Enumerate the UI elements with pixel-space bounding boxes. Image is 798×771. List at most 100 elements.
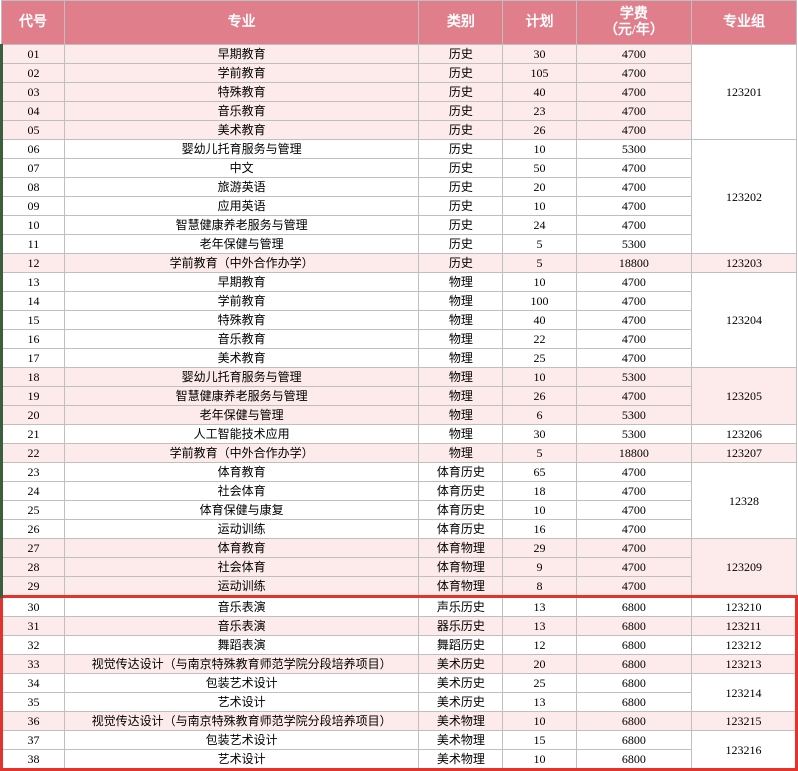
cell-major: 中文 bbox=[64, 159, 418, 178]
cell-category: 历史 bbox=[419, 45, 503, 64]
cell-fee: 6800 bbox=[576, 674, 691, 693]
cell-category: 历史 bbox=[419, 197, 503, 216]
cell-fee: 4700 bbox=[576, 273, 691, 292]
cell-fee: 6800 bbox=[576, 731, 691, 750]
cell-category: 历史 bbox=[419, 102, 503, 121]
cell-fee: 4700 bbox=[576, 64, 691, 83]
cell-category: 体育物理 bbox=[419, 577, 503, 597]
cell-fee: 4700 bbox=[576, 463, 691, 482]
cell-category: 历史 bbox=[419, 64, 503, 83]
cell-category: 物理 bbox=[419, 349, 503, 368]
table-row: 16音乐教育物理224700 bbox=[2, 330, 797, 349]
cell-code: 08 bbox=[2, 178, 65, 197]
cell-code: 23 bbox=[2, 463, 65, 482]
cell-major: 早期教育 bbox=[64, 45, 418, 64]
cell-plan: 25 bbox=[503, 349, 576, 368]
table-row: 02学前教育历史1054700 bbox=[2, 64, 797, 83]
table-row: 10智慧健康养老服务与管理历史244700 bbox=[2, 216, 797, 235]
cell-major: 视觉传达设计（与南京特殊教育师范学院分段培养项目） bbox=[64, 712, 418, 731]
cell-category: 历史 bbox=[419, 159, 503, 178]
cell-plan: 40 bbox=[503, 311, 576, 330]
cell-fee: 6800 bbox=[576, 597, 691, 617]
cell-group: 123207 bbox=[692, 444, 797, 463]
table-row: 11老年保健与管理历史55300 bbox=[2, 235, 797, 254]
table-body: 01早期教育历史30470012320102学前教育历史105470003特殊教… bbox=[2, 45, 797, 770]
cell-major: 音乐教育 bbox=[64, 330, 418, 349]
header-category: 类别 bbox=[419, 1, 503, 45]
cell-category: 物理 bbox=[419, 292, 503, 311]
cell-code: 32 bbox=[2, 636, 65, 655]
cell-code: 33 bbox=[2, 655, 65, 674]
cell-group: 123211 bbox=[692, 617, 797, 636]
cell-fee: 4700 bbox=[576, 121, 691, 140]
cell-code: 16 bbox=[2, 330, 65, 349]
cell-plan: 5 bbox=[503, 444, 576, 463]
table-row: 25体育保健与康复体育历史104700 bbox=[2, 501, 797, 520]
table-row: 33视觉传达设计（与南京特殊教育师范学院分段培养项目）美术历史206800123… bbox=[2, 655, 797, 674]
cell-category: 体育历史 bbox=[419, 520, 503, 539]
cell-group: 123213 bbox=[692, 655, 797, 674]
table-row: 04音乐教育历史234700 bbox=[2, 102, 797, 121]
cell-major: 运动训练 bbox=[64, 520, 418, 539]
cell-category: 物理 bbox=[419, 368, 503, 387]
cell-category: 声乐历史 bbox=[419, 597, 503, 617]
cell-fee: 4700 bbox=[576, 482, 691, 501]
cell-category: 美术历史 bbox=[419, 693, 503, 712]
cell-major: 婴幼儿托育服务与管理 bbox=[64, 140, 418, 159]
table-row: 01早期教育历史304700123201 bbox=[2, 45, 797, 64]
table-row: 37包装艺术设计美术物理156800123216 bbox=[2, 731, 797, 750]
cell-group: 123209 bbox=[692, 539, 797, 597]
cell-fee: 4700 bbox=[576, 102, 691, 121]
cell-code: 34 bbox=[2, 674, 65, 693]
table-row: 14学前教育物理1004700 bbox=[2, 292, 797, 311]
cell-major: 包装艺术设计 bbox=[64, 731, 418, 750]
cell-plan: 30 bbox=[503, 45, 576, 64]
cell-major: 体育教育 bbox=[64, 463, 418, 482]
cell-category: 物理 bbox=[419, 311, 503, 330]
cell-category: 历史 bbox=[419, 140, 503, 159]
cell-fee: 18800 bbox=[576, 254, 691, 273]
cell-fee: 4700 bbox=[576, 178, 691, 197]
cell-fee: 5300 bbox=[576, 425, 691, 444]
cell-code: 21 bbox=[2, 425, 65, 444]
cell-major: 社会体育 bbox=[64, 482, 418, 501]
cell-code: 28 bbox=[2, 558, 65, 577]
cell-category: 历史 bbox=[419, 178, 503, 197]
cell-group: 123206 bbox=[692, 425, 797, 444]
cell-category: 美术物理 bbox=[419, 712, 503, 731]
cell-major: 智慧健康养老服务与管理 bbox=[64, 387, 418, 406]
cell-category: 体育历史 bbox=[419, 501, 503, 520]
cell-category: 历史 bbox=[419, 235, 503, 254]
cell-category: 物理 bbox=[419, 387, 503, 406]
cell-major: 美术教育 bbox=[64, 349, 418, 368]
cell-fee: 4700 bbox=[576, 292, 691, 311]
cell-major: 旅游英语 bbox=[64, 178, 418, 197]
cell-category: 历史 bbox=[419, 83, 503, 102]
cell-category: 美术历史 bbox=[419, 674, 503, 693]
table-row: 07中文历史504700 bbox=[2, 159, 797, 178]
cell-fee: 4700 bbox=[576, 520, 691, 539]
cell-fee: 4700 bbox=[576, 501, 691, 520]
cell-category: 美术物理 bbox=[419, 731, 503, 750]
cell-fee: 4700 bbox=[576, 558, 691, 577]
table-row: 35艺术设计美术历史136800 bbox=[2, 693, 797, 712]
cell-code: 10 bbox=[2, 216, 65, 235]
cell-fee: 4700 bbox=[576, 197, 691, 216]
table-row: 26运动训练体育历史164700 bbox=[2, 520, 797, 539]
cell-code: 12 bbox=[2, 254, 65, 273]
header-major: 专业 bbox=[64, 1, 418, 45]
cell-major: 艺术设计 bbox=[64, 750, 418, 770]
cell-fee: 6800 bbox=[576, 636, 691, 655]
cell-major: 智慧健康养老服务与管理 bbox=[64, 216, 418, 235]
cell-plan: 10 bbox=[503, 197, 576, 216]
cell-fee: 6800 bbox=[576, 655, 691, 674]
cell-major: 应用英语 bbox=[64, 197, 418, 216]
table-row: 24社会体育体育历史184700 bbox=[2, 482, 797, 501]
cell-code: 27 bbox=[2, 539, 65, 558]
cell-category: 器乐历史 bbox=[419, 617, 503, 636]
cell-plan: 100 bbox=[503, 292, 576, 311]
table-row: 17美术教育物理254700 bbox=[2, 349, 797, 368]
cell-plan: 20 bbox=[503, 655, 576, 674]
cell-fee: 6800 bbox=[576, 712, 691, 731]
cell-fee: 6800 bbox=[576, 693, 691, 712]
